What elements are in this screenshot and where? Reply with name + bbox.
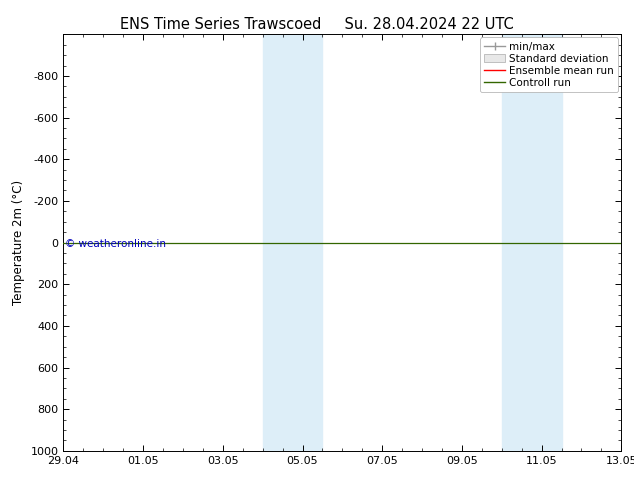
- Text: © weatheronline.in: © weatheronline.in: [65, 240, 166, 249]
- Bar: [262, 34, 323, 451]
- Y-axis label: Temperature 2m (°C): Temperature 2m (°C): [12, 180, 25, 305]
- Legend: min/max, Standard deviation, Ensemble mean run, Controll run: min/max, Standard deviation, Ensemble me…: [480, 37, 618, 92]
- Text: ENS Time Series Trawscoed     Su. 28.04.2024 22 UTC: ENS Time Series Trawscoed Su. 28.04.2024…: [120, 17, 514, 32]
- Bar: [501, 34, 562, 451]
